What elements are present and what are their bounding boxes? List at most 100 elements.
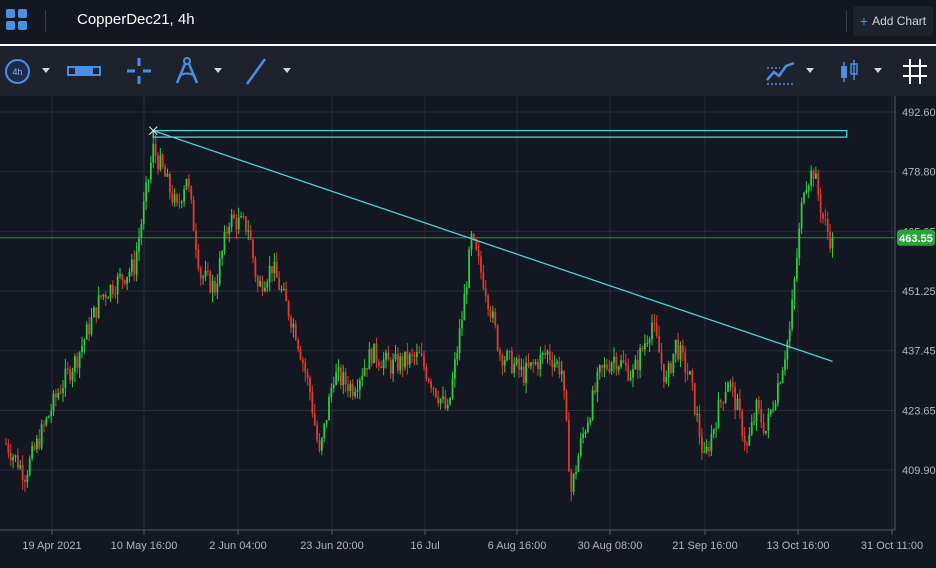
candle: [66, 361, 69, 375]
candle: [594, 382, 596, 396]
grid-toggle-icon[interactable]: [900, 54, 930, 88]
candle: [19, 459, 22, 471]
x-tick-label: 19 Apr 2021: [22, 540, 81, 552]
chevron-down-icon[interactable]: [806, 68, 814, 73]
candle: [389, 357, 392, 379]
candle: [748, 427, 751, 447]
candlestick-icon[interactable]: [836, 54, 862, 88]
candle: [693, 382, 696, 417]
candle: [731, 376, 734, 398]
candle: [724, 382, 727, 404]
indicators-icon[interactable]: [764, 54, 798, 88]
chevron-down-icon[interactable]: [874, 68, 882, 73]
candle: [442, 386, 444, 404]
current-price-label: 463.55: [899, 233, 933, 245]
candle: [620, 354, 623, 369]
candle: [814, 166, 817, 179]
candle: [280, 285, 283, 293]
candle: [216, 274, 219, 300]
chart-area[interactable]: 492.60478.80465.05451.25437.45423.65409.…: [0, 96, 936, 563]
candle: [31, 441, 34, 461]
candle: [776, 373, 779, 407]
candle: [157, 152, 159, 175]
fibonacci-compass-icon[interactable]: [172, 54, 202, 88]
candle: [354, 386, 357, 399]
x-tick-label: 2 Jun 04:00: [209, 540, 267, 552]
candle: [387, 345, 390, 361]
candle: [88, 316, 91, 342]
add-chart-button[interactable]: + Add Chart: [853, 6, 933, 36]
candle: [275, 252, 278, 278]
candle: [187, 174, 190, 193]
candle: [173, 188, 176, 207]
candle: [591, 385, 594, 422]
candle: [382, 352, 385, 376]
chevron-down-icon[interactable]: [214, 68, 222, 73]
y-tick-label: 451.25: [902, 286, 936, 298]
candle: [420, 342, 423, 357]
candle: [575, 465, 577, 480]
grid-icon[interactable]: [6, 9, 28, 31]
candle: [698, 404, 701, 445]
candle: [154, 134, 157, 164]
chevron-down-icon[interactable]: [283, 68, 291, 73]
annotations[interactable]: [148, 126, 848, 362]
candle: [765, 430, 767, 435]
candle: [477, 241, 480, 265]
candle: [791, 289, 794, 332]
y-tick-label: 423.65: [902, 405, 936, 417]
candle: [24, 475, 26, 493]
candle: [209, 269, 212, 294]
candle: [292, 318, 295, 338]
candle: [95, 307, 98, 324]
candle: [439, 398, 442, 410]
candle: [708, 440, 710, 457]
tab-chart[interactable]: CopperDec21, 4h: [50, 0, 210, 46]
candle: [396, 347, 399, 374]
candle: [541, 351, 544, 364]
candle: [368, 342, 371, 370]
candle: [465, 281, 468, 305]
candle: [290, 314, 292, 333]
candle: [712, 428, 715, 439]
candle: [28, 455, 31, 477]
candle: [244, 216, 247, 236]
candle: [579, 432, 582, 459]
candle: [674, 339, 677, 363]
price-chart[interactable]: 492.60478.80465.05451.25437.45423.65409.…: [0, 96, 936, 563]
candle: [50, 404, 53, 423]
candle: [356, 379, 359, 399]
candle: [107, 296, 110, 299]
trend-line-icon[interactable]: [242, 54, 270, 88]
divider: [846, 10, 847, 32]
candle: [670, 360, 672, 375]
candle: [491, 305, 494, 323]
candle: [696, 406, 699, 422]
candle: [636, 350, 639, 380]
candle: [662, 363, 665, 389]
candle: [254, 255, 257, 283]
candle: [102, 293, 105, 301]
candle: [622, 350, 625, 364]
chevron-down-icon[interactable]: [42, 68, 50, 73]
candle: [430, 378, 433, 393]
candle: [180, 199, 183, 209]
candle: [399, 352, 402, 375]
interval-button[interactable]: 4h: [5, 59, 30, 84]
candle: [375, 337, 378, 369]
candle: [40, 419, 43, 451]
candle: [660, 342, 663, 371]
candle: [373, 343, 376, 364]
candle: [71, 367, 74, 388]
candle: [767, 407, 770, 439]
crosshair-icon[interactable]: [124, 54, 154, 88]
candle: [38, 428, 41, 451]
candle: [380, 360, 383, 369]
candle: [451, 371, 454, 400]
ruler-icon[interactable]: [66, 54, 102, 88]
candle: [297, 338, 300, 353]
candle: [123, 279, 126, 286]
candle: [12, 453, 15, 469]
add-chart-label: Add Chart: [872, 14, 927, 28]
candle: [339, 364, 342, 390]
